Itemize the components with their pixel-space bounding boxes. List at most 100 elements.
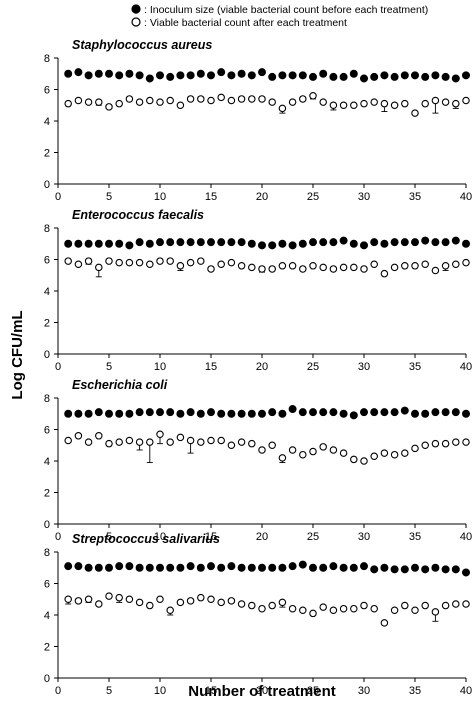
point-before bbox=[308, 563, 317, 572]
point-after bbox=[380, 99, 389, 108]
point-after bbox=[207, 595, 215, 603]
point-before bbox=[451, 74, 460, 83]
point-after bbox=[462, 96, 470, 105]
point-after bbox=[431, 96, 440, 105]
point-before bbox=[441, 238, 450, 247]
point-after bbox=[166, 606, 174, 615]
y-tick-label: 4 bbox=[44, 456, 50, 468]
point-after bbox=[401, 262, 409, 270]
point-before bbox=[155, 408, 164, 417]
x-tick-label: 5 bbox=[106, 685, 112, 697]
point-after bbox=[248, 263, 256, 272]
point-after bbox=[278, 598, 287, 607]
point-after bbox=[390, 606, 399, 615]
point-before bbox=[319, 563, 328, 572]
point-after bbox=[452, 600, 460, 608]
point-after bbox=[217, 598, 225, 607]
point-after bbox=[390, 263, 399, 272]
x-tick-label: 25 bbox=[307, 685, 319, 697]
point-after bbox=[258, 265, 266, 273]
point-after bbox=[197, 95, 205, 103]
x-axis-label: Number of treatment bbox=[188, 683, 336, 700]
panel-title: Escherichia coli bbox=[72, 378, 168, 392]
point-before bbox=[237, 69, 246, 78]
point-before bbox=[237, 238, 246, 247]
point-before bbox=[380, 239, 389, 248]
point-before bbox=[84, 71, 93, 80]
point-after bbox=[319, 603, 327, 611]
point-before bbox=[390, 72, 399, 81]
point-before bbox=[339, 563, 348, 572]
point-after bbox=[186, 436, 195, 445]
point-after bbox=[411, 109, 419, 117]
point-before bbox=[298, 408, 307, 417]
x-tick-label: 20 bbox=[256, 685, 268, 697]
point-after bbox=[452, 260, 460, 268]
point-before bbox=[257, 409, 266, 418]
point-after bbox=[441, 98, 450, 106]
point-after bbox=[360, 457, 368, 465]
point-after bbox=[146, 438, 154, 446]
point-after bbox=[350, 101, 358, 110]
point-before bbox=[227, 409, 236, 418]
point-before bbox=[308, 72, 317, 81]
point-after bbox=[268, 601, 276, 610]
point-after bbox=[146, 260, 154, 268]
point-after bbox=[380, 619, 389, 627]
point-before bbox=[400, 71, 409, 80]
point-after bbox=[319, 263, 327, 272]
y-tick-label: 0 bbox=[44, 179, 50, 191]
point-after bbox=[421, 441, 429, 449]
point-after bbox=[401, 601, 409, 610]
point-after bbox=[329, 446, 338, 454]
panel-2: Enterococcus faecalis 0 2 4 6 8 0 5 10 15 20 25 30 35… bbox=[44, 208, 472, 373]
point-after bbox=[441, 262, 450, 270]
x-tick-label: 5 bbox=[106, 361, 112, 373]
point-after bbox=[299, 450, 307, 459]
point-before bbox=[94, 69, 103, 78]
panel-3: Escherichia coli 0 2 4 6 8 0 5 10 15 20 25 30 35 40 bbox=[44, 378, 472, 543]
y-tick-label: 4 bbox=[44, 610, 50, 622]
point-after bbox=[370, 452, 378, 461]
point-after bbox=[125, 595, 134, 603]
point-before bbox=[74, 239, 83, 248]
point-before bbox=[421, 409, 430, 418]
point-before bbox=[166, 238, 175, 247]
point-before bbox=[237, 409, 246, 418]
point-after bbox=[278, 454, 287, 462]
point-after bbox=[339, 449, 348, 457]
point-before bbox=[125, 409, 134, 418]
x-tick-label: 0 bbox=[55, 531, 61, 543]
point-before bbox=[105, 69, 114, 78]
point-before bbox=[247, 71, 256, 80]
point-before bbox=[380, 563, 389, 572]
point-before bbox=[288, 241, 297, 250]
point-before bbox=[461, 568, 470, 577]
point-before bbox=[206, 238, 215, 247]
point-before bbox=[390, 565, 399, 574]
point-after bbox=[125, 436, 134, 445]
point-before bbox=[227, 71, 236, 80]
point-before bbox=[94, 239, 103, 248]
y-tick-label: 8 bbox=[44, 547, 50, 559]
point-after bbox=[380, 269, 389, 278]
point-after bbox=[207, 436, 215, 445]
point-before bbox=[329, 238, 338, 247]
point-after bbox=[411, 606, 419, 615]
point-before bbox=[115, 562, 124, 571]
series-before bbox=[64, 236, 470, 250]
point-before bbox=[370, 565, 379, 574]
point-after bbox=[319, 443, 327, 451]
point-after bbox=[176, 433, 185, 442]
legend-label-filled: : Inoculum size (viable bacterial count … bbox=[144, 4, 428, 16]
point-after bbox=[74, 597, 83, 605]
point-after bbox=[237, 262, 246, 270]
point-before bbox=[166, 72, 175, 81]
point-before bbox=[247, 563, 256, 572]
y-tick-label: 6 bbox=[44, 255, 50, 267]
x-tick-label: 40 bbox=[460, 531, 472, 543]
point-after bbox=[207, 96, 215, 105]
x-tick-label: 35 bbox=[409, 191, 421, 203]
point-after bbox=[217, 436, 225, 445]
